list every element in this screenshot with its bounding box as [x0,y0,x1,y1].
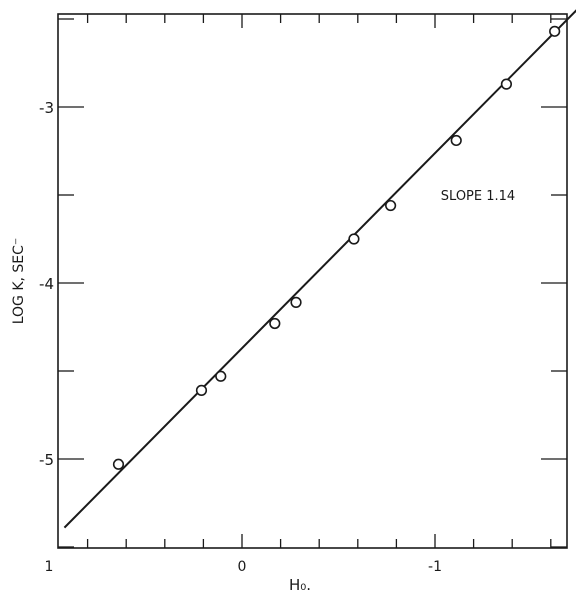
data-point [348,233,360,245]
y-tick-label: -5 [39,451,54,469]
x-tick-label: 0 [238,559,247,575]
slope-annotation: SLOPE 1.14 [441,189,515,204]
axis-ticks [58,14,567,548]
data-point [269,317,281,330]
data-point [385,199,397,212]
data-point [450,134,462,147]
fit-line-group [63,9,576,529]
data-point [290,296,302,308]
y-tick-label: -4 [39,275,54,293]
x-axis-label: H₀. [289,576,311,594]
y-axis-label: LOG K, SEC⁻ [11,238,27,325]
data-point [500,78,513,90]
y-tick-label: -3 [39,99,54,117]
data-point [549,25,561,37]
x-tick-label: -1 [428,559,442,575]
fit-line [63,9,576,529]
data-points [112,25,561,470]
tick-labels: 1 0 -1 -3 -4 -5 [39,99,442,575]
data-point [215,370,227,382]
data-point [112,458,125,470]
plot-frame [57,13,568,549]
x-tick-label: 1 [45,559,54,575]
data-point [195,384,208,396]
